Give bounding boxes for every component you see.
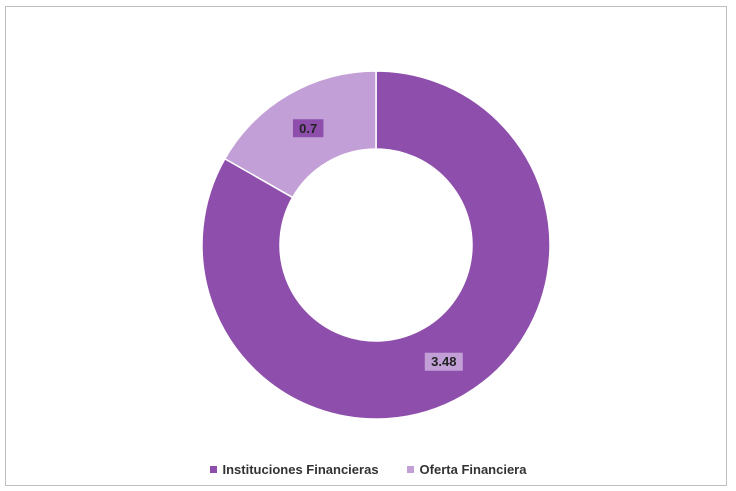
- data-label-oferta-financiera: 0.7: [292, 119, 324, 138]
- data-label-text: 0.7: [299, 121, 317, 136]
- data-label-instituciones-financieras: 3.48: [424, 352, 463, 371]
- donut-slice-instituciones-financieras: [201, 70, 551, 420]
- legend-label: Instituciones Financieras: [222, 462, 379, 477]
- legend-swatch: [406, 466, 414, 473]
- chart-legend: Instituciones Financieras Oferta Financi…: [0, 462, 736, 477]
- donut-slices: [201, 70, 551, 420]
- donut-data-labels: 3.48 0.7: [292, 119, 463, 371]
- legend-swatch: [209, 466, 217, 473]
- legend-label: Oferta Financiera: [419, 462, 527, 477]
- data-label-box: [424, 352, 463, 371]
- data-label-text: 3.48: [431, 354, 456, 369]
- legend-item-instituciones-financieras: Instituciones Financieras: [209, 462, 379, 477]
- legend-item-oferta-financiera: Oferta Financiera: [406, 462, 527, 477]
- data-label-box: [292, 119, 324, 138]
